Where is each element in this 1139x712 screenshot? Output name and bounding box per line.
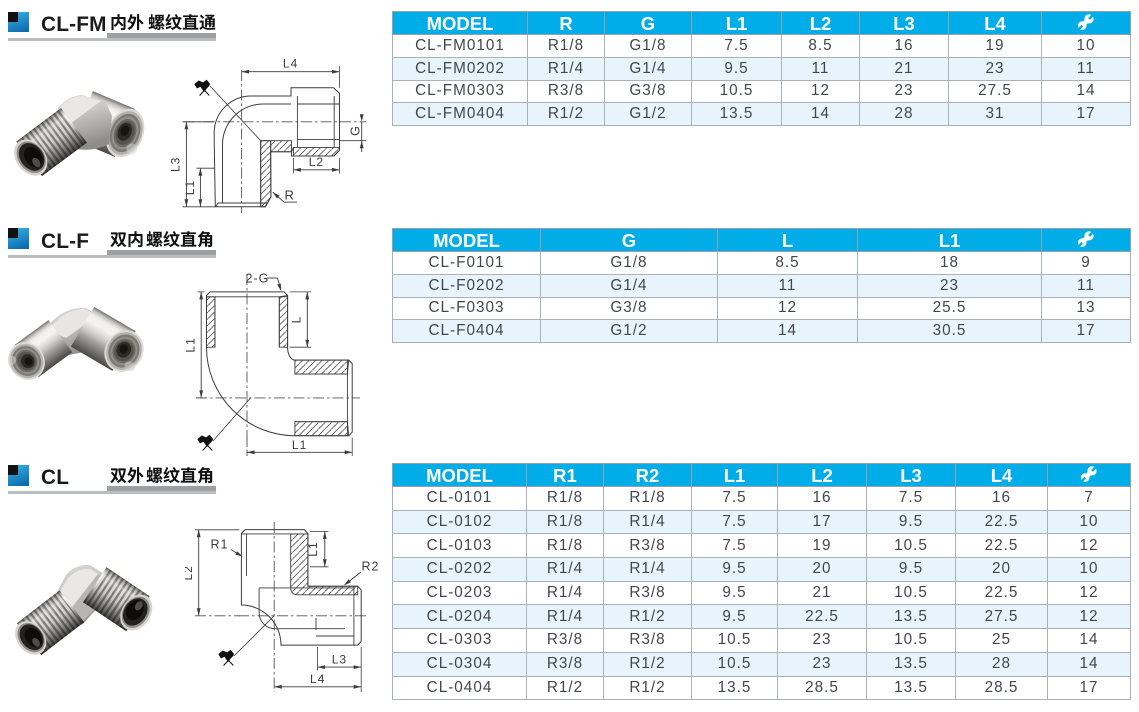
svg-text:L4: L4: [283, 57, 298, 71]
svg-text:L: L: [289, 316, 303, 324]
svg-text:L4: L4: [310, 672, 325, 686]
svg-text:R2: R2: [362, 560, 380, 574]
svg-text:L1: L1: [185, 337, 197, 352]
svg-text:L2: L2: [309, 155, 324, 169]
svg-text:L1: L1: [183, 180, 197, 195]
svg-text:L3: L3: [169, 157, 183, 172]
svg-text:G: G: [349, 126, 363, 136]
svg-text:R: R: [285, 188, 295, 203]
svg-text:L1: L1: [292, 438, 307, 452]
svg-text:L1: L1: [306, 541, 320, 556]
svg-text:2-G: 2-G: [246, 272, 270, 286]
svg-text:L3: L3: [332, 652, 347, 666]
svg-text:R1: R1: [211, 538, 229, 552]
svg-text:L2: L2: [185, 565, 195, 580]
